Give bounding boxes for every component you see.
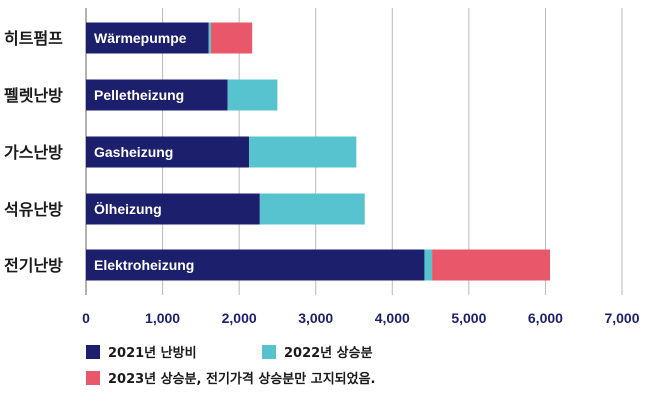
category-label: 전기난방: [4, 256, 63, 275]
category-label: 가스난방: [4, 143, 63, 162]
bar-segment-series-3: [210, 22, 253, 54]
bar-label: Gasheizung: [94, 144, 173, 160]
bar-segment-series-1: [86, 249, 425, 281]
x-tick-label: 2,000: [222, 310, 257, 326]
bars: Wärmepumpe Pelletheizung Gasheizung Ölheizu…: [86, 22, 551, 281]
x-tick-label: 1,000: [145, 310, 180, 326]
legend: 2021년 난방비 2022년 상승분 2023년 상승분, 전기가격 상승분만 고…: [86, 345, 375, 387]
bar-segment-series-2: [208, 22, 211, 54]
bar-segment-series-2: [227, 79, 278, 111]
x-axis-tick-labels: 0 1,000 2,000 3,000 4,000 5,000 6,000 7,000: [82, 310, 640, 326]
x-tick-label: 4,000: [375, 310, 410, 326]
bar-segment-series-2: [259, 193, 365, 225]
bar-segment-series-1: [86, 79, 228, 111]
bar-segment-series-1: [86, 193, 260, 225]
x-tick-label: 7,000: [604, 310, 639, 326]
legend-label: 2021년 난방비: [108, 345, 197, 361]
bar-segment-series-1: [86, 136, 250, 168]
category-label: 석유난방: [4, 200, 63, 219]
x-tick-label: 0: [82, 310, 90, 326]
bar-segment-series-1: [86, 22, 209, 54]
x-tick-label: 3,000: [298, 310, 333, 326]
legend-swatch: [86, 345, 100, 359]
bar-label: Wärmepumpe: [94, 30, 187, 46]
legend-label: 2022년 상승분: [284, 346, 373, 361]
x-tick-label: 6,000: [528, 310, 563, 326]
category-label: 펠렛난방: [4, 86, 63, 105]
bar-label: Elektroheizung: [94, 257, 194, 273]
x-tick-label: 5,000: [451, 310, 486, 326]
bar-segment-series-2: [424, 249, 433, 281]
legend-label: 2023년 상승분, 전기가격 상승분만 고지되었음.: [108, 371, 375, 387]
grid-lines: [85, 8, 623, 295]
bar-label: Ölheizung: [94, 201, 162, 217]
legend-swatch: [86, 371, 100, 385]
bar-label: Pelletheizung: [94, 87, 184, 103]
bar-segment-series-3: [432, 249, 551, 281]
legend-swatch: [262, 345, 276, 359]
category-label: 히트펌프: [4, 29, 63, 48]
bar-segment-series-2: [249, 136, 357, 168]
